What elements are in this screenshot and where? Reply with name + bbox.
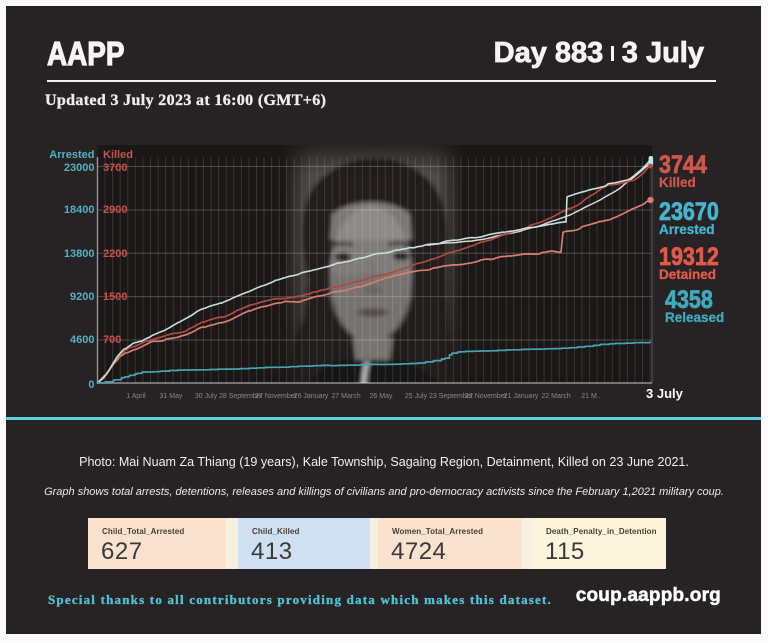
svg-text:27 November: 27 November — [255, 393, 298, 400]
svg-text:700: 700 — [103, 334, 121, 346]
svg-text:Killed: Killed — [103, 149, 133, 161]
svg-text:31 May: 31 May — [160, 393, 183, 400]
svg-text:3 July: 3 July — [646, 386, 684, 401]
svg-text:Arrested: Arrested — [49, 149, 94, 161]
svg-text:1 April: 1 April — [126, 393, 146, 400]
svg-text:22 March: 22 March — [541, 393, 570, 400]
svg-text:30 July: 30 July — [195, 393, 218, 400]
svg-text:25 July: 25 July — [405, 393, 428, 400]
svg-text:3700: 3700 — [103, 162, 127, 174]
svg-text:2200: 2200 — [103, 248, 127, 260]
svg-text:13800: 13800 — [64, 248, 95, 260]
svg-text:28 September: 28 September — [219, 393, 264, 400]
svg-text:22 November: 22 November — [465, 393, 508, 400]
svg-text:26 January: 26 January — [294, 393, 329, 400]
svg-text:9200: 9200 — [70, 291, 94, 303]
svg-text:4600: 4600 — [70, 334, 94, 346]
svg-text:1500: 1500 — [103, 291, 127, 303]
svg-text:2900: 2900 — [103, 204, 127, 216]
svg-text:27 March: 27 March — [331, 393, 360, 400]
svg-text:23 September: 23 September — [429, 393, 474, 400]
svg-text:0: 0 — [88, 379, 94, 391]
svg-text:23000: 23000 — [64, 162, 95, 174]
svg-text:26 May: 26 May — [370, 393, 393, 400]
svg-text:18400: 18400 — [64, 204, 95, 216]
svg-text:21 January: 21 January — [504, 393, 539, 400]
svg-text:21 M..: 21 M.. — [581, 393, 601, 400]
